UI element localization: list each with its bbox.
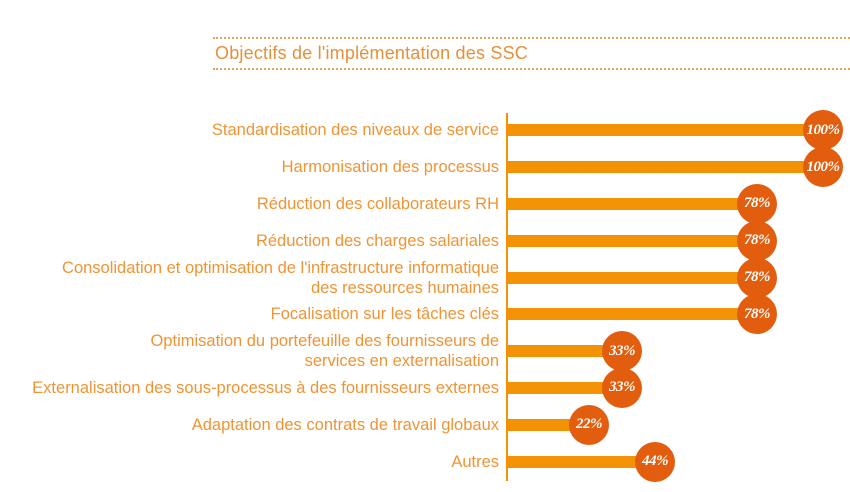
chart-title: Objectifs de l'implémentation des SSC xyxy=(215,43,528,63)
bar-label: Réduction des charges salariales xyxy=(255,231,499,250)
bars-area: Standardisation des niveaux de service 10… xyxy=(0,110,850,482)
value-badge: 78% xyxy=(737,257,777,298)
value-badge: 78% xyxy=(737,294,777,335)
bar-label: Consolidation et optimisation de l'infra… xyxy=(62,258,499,297)
bar xyxy=(508,124,808,137)
chart-row: Harmonisation des processus 100% xyxy=(0,147,850,188)
bar xyxy=(508,345,607,358)
bar xyxy=(508,381,607,394)
bar xyxy=(508,308,742,321)
bar-label: Autres xyxy=(451,452,499,471)
bar-label: Harmonisation des processus xyxy=(281,158,499,177)
chart-row: Réduction des charges salariales 78% xyxy=(0,220,850,261)
value-badge: 22% xyxy=(569,404,609,445)
chart-row: Adaptation des contrats de travail globa… xyxy=(0,404,850,445)
chart-row: Focalisation sur les tâches clés 78% xyxy=(0,294,850,335)
bar-label: Externalisation des sous-processus à des… xyxy=(32,378,499,397)
chart-row: Externalisation des sous-processus à des… xyxy=(0,367,850,408)
bar-label: Standardisation des niveaux de service xyxy=(211,121,499,140)
chart-row: Autres 44% xyxy=(0,441,850,482)
bar xyxy=(508,418,574,431)
bar-label: Optimisation du portefeuille des fournis… xyxy=(150,332,499,371)
value-badge: 33% xyxy=(602,367,642,408)
value-badge: 78% xyxy=(737,220,777,261)
value-badge: 44% xyxy=(635,441,675,482)
chart-row: Consolidation et optimisation de l'infra… xyxy=(0,257,850,298)
bar xyxy=(508,271,742,284)
bar-label: Focalisation sur les tâches clés xyxy=(270,305,499,324)
chart-row: Optimisation du portefeuille des fournis… xyxy=(0,331,850,372)
bar xyxy=(508,161,808,174)
chart-row: Standardisation des niveaux de service 10… xyxy=(0,110,850,151)
chart-row: Réduction des collaborateurs RH 78% xyxy=(0,183,850,224)
bar xyxy=(508,234,742,247)
bar-label: Réduction des collaborateurs RH xyxy=(256,194,499,213)
value-badge: 78% xyxy=(737,183,777,224)
value-badge: 100% xyxy=(803,147,843,188)
value-badge: 33% xyxy=(602,331,642,372)
chart-title-block: Objectifs de l'implémentation des SSC xyxy=(213,37,850,70)
bar xyxy=(508,455,640,468)
y-axis-line xyxy=(506,113,508,481)
bar-label: Adaptation des contrats de travail globa… xyxy=(191,415,499,434)
bar xyxy=(508,197,742,210)
value-badge: 100% xyxy=(803,110,843,151)
